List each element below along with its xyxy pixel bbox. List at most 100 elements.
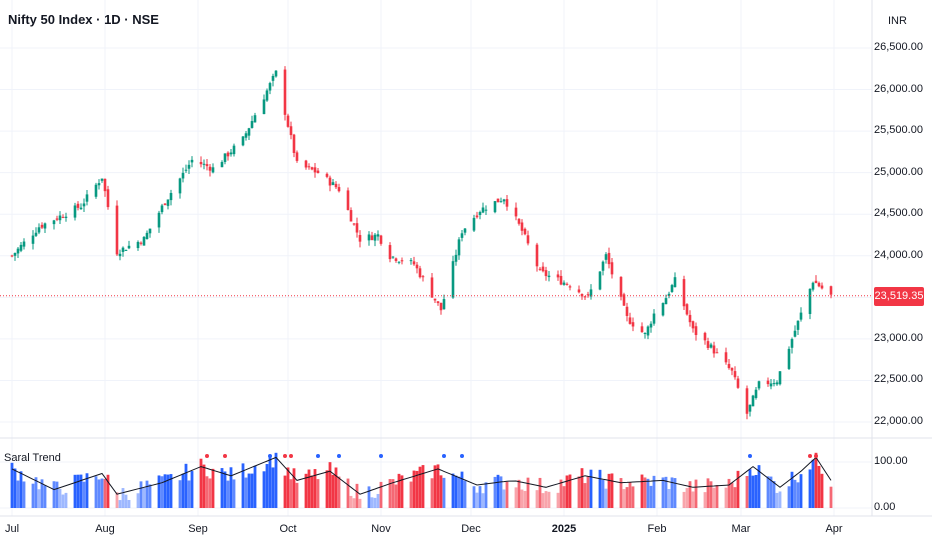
candle-body bbox=[733, 371, 737, 378]
candle-body bbox=[589, 289, 593, 297]
oscillator-bar bbox=[703, 492, 707, 508]
oscillator-bar bbox=[262, 471, 266, 508]
oscillator-bar bbox=[811, 459, 815, 508]
candle-body bbox=[13, 252, 17, 256]
oscillator-bar bbox=[148, 484, 152, 508]
candle-body bbox=[484, 209, 488, 211]
candle-body bbox=[769, 383, 773, 387]
oscillator-bar bbox=[499, 476, 503, 508]
oscillator-bar bbox=[667, 488, 671, 508]
candle-body bbox=[442, 299, 446, 310]
candle-body bbox=[787, 348, 791, 369]
candle-body bbox=[640, 326, 644, 333]
candle-body bbox=[118, 253, 122, 257]
candle-body bbox=[325, 173, 329, 177]
candle-body bbox=[127, 245, 131, 249]
oscillator-bar bbox=[31, 483, 35, 508]
oscillator-bar bbox=[373, 497, 377, 508]
chart-title[interactable]: Nifty 50 Index · 1D · NSE bbox=[8, 12, 159, 27]
candle-body bbox=[517, 218, 521, 224]
candle-body bbox=[160, 205, 164, 213]
candle-body bbox=[136, 241, 140, 249]
oscillator-bar bbox=[565, 475, 569, 508]
candle-body bbox=[586, 294, 590, 296]
candle-body bbox=[394, 258, 398, 261]
candle-body bbox=[577, 289, 581, 293]
oscillator-bar bbox=[355, 483, 359, 508]
candle-body bbox=[421, 276, 425, 278]
oscillator-bar bbox=[454, 475, 458, 508]
candle-body bbox=[328, 177, 332, 186]
oscillator-tick-label: 100.00 bbox=[874, 455, 908, 467]
candle-body bbox=[748, 404, 752, 412]
oscillator-bar bbox=[793, 479, 797, 508]
oscillator-bar bbox=[727, 478, 731, 508]
candle-body bbox=[418, 268, 422, 278]
oscillator-bar bbox=[253, 465, 257, 508]
oscillator-bar bbox=[64, 492, 68, 508]
candle-body bbox=[10, 255, 14, 257]
candle-body bbox=[766, 380, 770, 385]
candle-body bbox=[652, 313, 656, 324]
candle-body bbox=[202, 163, 206, 165]
candle-body bbox=[139, 242, 143, 244]
candle-body bbox=[664, 298, 668, 305]
oscillator-bar bbox=[397, 473, 401, 508]
oscillator-bar bbox=[61, 494, 65, 508]
candle-body bbox=[649, 323, 653, 328]
candle-body bbox=[220, 162, 224, 168]
oscillator-bar bbox=[604, 488, 608, 508]
oscillator-bar bbox=[304, 473, 308, 508]
candle-body bbox=[688, 314, 692, 323]
oscillator-bar bbox=[163, 474, 167, 508]
candle-body bbox=[43, 223, 47, 229]
oscillator-bar bbox=[229, 467, 233, 508]
candle-body bbox=[205, 164, 209, 167]
oscillator-bar bbox=[391, 479, 395, 508]
candle-body bbox=[736, 378, 740, 388]
oscillator-bar bbox=[520, 489, 524, 508]
oscillator-bar bbox=[379, 481, 383, 508]
price-tick-label: 26,000.00 bbox=[874, 82, 923, 95]
indicator-label[interactable]: Saral Trend bbox=[4, 452, 61, 464]
candle-body bbox=[625, 306, 629, 316]
time-tick-label: Nov bbox=[371, 523, 391, 535]
candle-body bbox=[226, 152, 230, 157]
oscillator-bar bbox=[421, 465, 425, 508]
candle-body bbox=[100, 178, 104, 181]
oscillator-bar bbox=[289, 479, 293, 508]
oscillator-bar bbox=[712, 487, 716, 508]
oscillator-bar bbox=[733, 487, 737, 508]
oscillator-bar bbox=[481, 493, 485, 508]
candle-body bbox=[496, 198, 500, 203]
oscillator-bar bbox=[607, 473, 611, 508]
candle-body bbox=[460, 233, 464, 238]
signal-dot bbox=[268, 454, 272, 458]
candle-body bbox=[757, 381, 761, 389]
oscillator-bar bbox=[652, 475, 656, 508]
currency-label[interactable]: INR bbox=[888, 15, 907, 27]
oscillator-bar bbox=[127, 499, 131, 508]
oscillator-bar bbox=[328, 462, 332, 508]
candle-body bbox=[358, 235, 362, 242]
candle-body bbox=[526, 235, 530, 244]
oscillator-bar bbox=[484, 482, 488, 508]
candle-body bbox=[250, 121, 254, 128]
time-tick-label: 2025 bbox=[551, 523, 577, 535]
grid-lines bbox=[0, 0, 872, 516]
candle-body bbox=[472, 217, 476, 231]
candle-body bbox=[52, 220, 56, 225]
candle-body bbox=[64, 216, 68, 218]
candle-body bbox=[673, 277, 677, 288]
oscillator-bar bbox=[478, 486, 482, 508]
oscillator-bar bbox=[436, 464, 440, 508]
candle-body bbox=[559, 275, 563, 285]
oscillator-bar bbox=[22, 481, 26, 508]
oscillator-bar bbox=[628, 481, 632, 508]
oscillator-bar bbox=[211, 468, 215, 508]
candle-body bbox=[538, 268, 542, 270]
candle-body bbox=[355, 223, 359, 233]
oscillator-bar bbox=[526, 477, 530, 508]
candle-body bbox=[331, 182, 335, 185]
